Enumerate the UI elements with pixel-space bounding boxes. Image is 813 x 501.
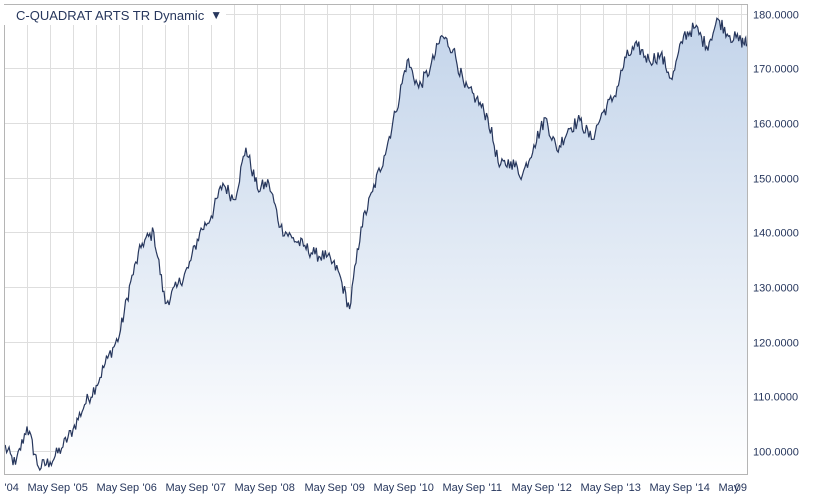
x-tick-label: '05 — [74, 482, 88, 494]
x-tick-label: '07 — [212, 482, 226, 494]
x-tick-label: '13 — [627, 482, 641, 494]
y-tick-label: 180.0000 — [753, 10, 799, 22]
y-tick-label: 100.0000 — [753, 447, 799, 459]
dropdown-triangle-icon: ▼ — [210, 8, 223, 22]
x-tick-label: Sep — [397, 482, 417, 494]
x-tick-label: May — [512, 482, 533, 494]
x-tick-label: Sep — [466, 482, 486, 494]
x-tick-label: '08 — [281, 482, 295, 494]
x-tick-label: Sep — [189, 482, 209, 494]
x-tick-label: Sep — [258, 482, 278, 494]
y-tick-label: 110.0000 — [753, 392, 798, 404]
x-tick-label: May — [235, 482, 256, 494]
y-tick-label: 150.0000 — [753, 174, 799, 186]
x-tick-label: May — [28, 482, 49, 494]
y-axis-labels: 100.0000 110.0000 120.0000 130.0000 140.0000… — [753, 10, 799, 459]
x-tick-label: May — [719, 482, 740, 494]
x-tick-label: '09 — [351, 482, 365, 494]
x-tick-label: Sep — [535, 482, 555, 494]
x-tick-label: '06 — [143, 482, 157, 494]
x-tick-label: Sep — [51, 482, 71, 494]
x-tick-label: May — [305, 482, 326, 494]
x-tick-label: '14 — [696, 482, 710, 494]
x-tick-label: May — [443, 482, 464, 494]
price-line — [3, 17, 748, 472]
y-tick-label: 160.0000 — [753, 119, 799, 131]
x-tick-label: '11 — [489, 482, 503, 494]
x-tick-label: May — [374, 482, 395, 494]
x-tick-label: May — [650, 482, 671, 494]
x-tick-label: '04 — [5, 482, 19, 494]
x-tick-label: 09 — [735, 482, 747, 494]
x-tick-label: '10 — [420, 482, 434, 494]
y-tick-label: 130.0000 — [753, 283, 799, 295]
price-area — [4, 18, 747, 474]
y-tick-label: 140.0000 — [753, 228, 799, 240]
x-tick-label: '12 — [558, 482, 572, 494]
x-tick-label: Sep — [604, 482, 624, 494]
x-tick-label: May — [97, 482, 118, 494]
chart-title: C-QUADRAT ARTS TR Dynamic — [16, 7, 205, 23]
x-tick-label: May — [166, 482, 187, 494]
plot-frame — [4, 4, 748, 475]
x-tick-label: Sep — [328, 482, 348, 494]
fund-selector-dropdown[interactable]: C-QUADRAT ARTS TR Dynamic ▼ — [4, 5, 227, 25]
x-tick-label: May — [581, 482, 602, 494]
y-tick-label: 170.0000 — [753, 64, 799, 76]
x-tick-label: Sep — [120, 482, 140, 494]
x-tick-label: Sep — [673, 482, 693, 494]
y-tick-label: 120.0000 — [753, 338, 799, 350]
x-axis-labels: '04 May Sep '05 May Sep '06 May Sep '07 May Sep '08 M… — [5, 482, 748, 494]
